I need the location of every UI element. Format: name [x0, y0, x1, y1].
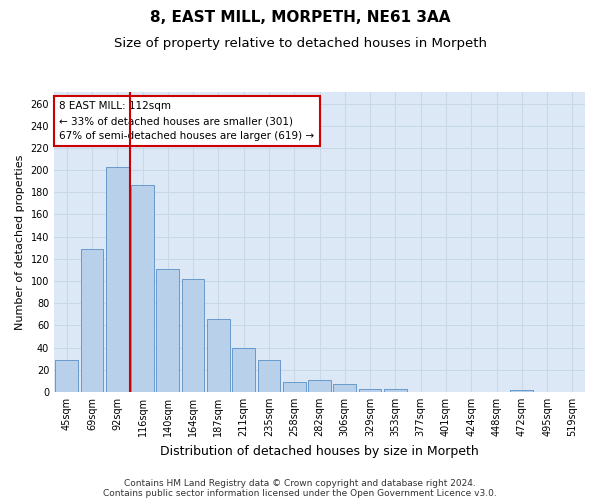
Bar	[207, 318, 230, 392]
Text: Contains HM Land Registry data © Crown copyright and database right 2024.: Contains HM Land Registry data © Crown c…	[124, 478, 476, 488]
Text: Contains public sector information licensed under the Open Government Licence v3: Contains public sector information licen…	[103, 488, 497, 498]
Bar	[55, 360, 78, 392]
Bar	[308, 380, 331, 392]
Bar	[257, 360, 280, 392]
Bar	[106, 167, 128, 392]
Bar	[157, 269, 179, 392]
Text: Size of property relative to detached houses in Morpeth: Size of property relative to detached ho…	[113, 38, 487, 51]
Bar	[384, 388, 407, 392]
Bar	[511, 390, 533, 392]
Text: 8, EAST MILL, MORPETH, NE61 3AA: 8, EAST MILL, MORPETH, NE61 3AA	[150, 10, 450, 25]
Bar	[283, 382, 305, 392]
Bar	[182, 279, 205, 392]
Bar	[131, 184, 154, 392]
Bar	[334, 384, 356, 392]
Bar	[232, 348, 255, 392]
Bar	[80, 249, 103, 392]
Text: 8 EAST MILL: 112sqm
← 33% of detached houses are smaller (301)
67% of semi-detac: 8 EAST MILL: 112sqm ← 33% of detached ho…	[59, 102, 314, 141]
X-axis label: Distribution of detached houses by size in Morpeth: Distribution of detached houses by size …	[160, 444, 479, 458]
Bar	[359, 388, 382, 392]
Y-axis label: Number of detached properties: Number of detached properties	[15, 154, 25, 330]
